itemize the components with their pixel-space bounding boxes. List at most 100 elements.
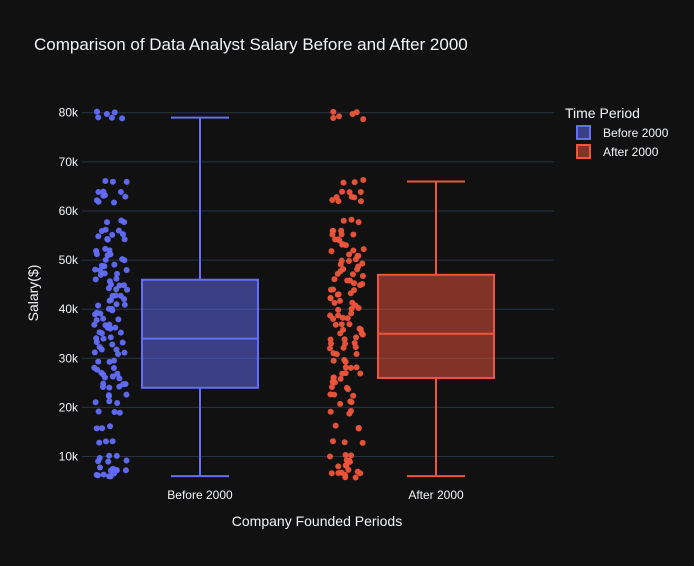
y-tick-label: 20k [59,400,79,414]
data-point [123,391,130,398]
data-point [122,193,129,200]
data-point [337,400,344,407]
jitter-points [91,108,367,481]
x-tick-label: After 2000 [408,488,464,502]
data-point [344,315,351,322]
data-point [106,452,113,459]
data-point [341,336,348,343]
data-point [109,231,116,238]
data-point [111,261,118,268]
data-point [327,312,334,319]
data-point [348,305,355,312]
data-point [355,252,362,259]
data-point [327,336,334,343]
data-point [338,257,345,264]
data-point [335,291,342,298]
data-point [113,452,120,459]
data-point [109,341,116,348]
data-point [96,344,103,351]
data-point [348,452,355,459]
data-point [354,468,361,475]
data-point [328,470,335,477]
data-point [100,315,107,322]
data-point [341,356,348,363]
data-point [106,473,113,480]
data-point [103,111,110,118]
data-point [123,266,130,273]
data-point [95,188,102,195]
data-point [96,439,103,446]
data-point [330,438,337,445]
data-point [122,467,129,474]
data-point [104,252,111,259]
data-point [117,188,124,195]
data-point [340,179,347,186]
data-point [114,370,121,377]
data-point [360,246,367,253]
chart-title: Comparison of Data Analyst Salary Before… [34,35,468,54]
data-point [333,194,340,201]
data-point [351,194,358,201]
data-point [330,374,337,381]
data-point [123,178,130,185]
data-point [93,317,100,324]
data-point [330,115,337,122]
data-point [104,236,111,243]
data-point [347,408,354,415]
data-point [335,113,342,120]
data-point [116,375,123,382]
data-point [351,340,358,347]
boxes [141,116,495,478]
data-point [121,282,128,289]
data-point [340,217,347,224]
data-point [91,349,98,356]
data-point [100,380,107,387]
data-point [93,247,100,254]
data-point [95,408,102,415]
data-point [116,409,123,416]
data-point [115,227,122,234]
data-point [96,329,103,336]
data-point [102,438,109,445]
data-point [109,373,116,380]
data-point [121,301,128,308]
y-tick-label: 30k [59,351,79,365]
data-point [106,398,113,405]
data-point [335,463,342,470]
data-point [359,439,366,446]
data-point [106,278,113,285]
data-point [332,321,339,328]
data-point [357,370,364,377]
y-tick-label: 70k [59,155,79,169]
data-point [338,321,345,328]
data-point [340,326,347,333]
data-point [357,188,364,195]
data-point [350,247,357,254]
data-point [100,335,107,342]
data-point [118,217,125,224]
data-point [360,177,367,184]
data-point [339,241,346,248]
data-point [100,371,107,378]
data-point [335,306,342,313]
data-point [117,292,124,299]
data-point [331,391,338,398]
data-point [99,425,106,432]
data-point [353,350,360,357]
data-point [93,335,100,342]
data-point [336,237,343,244]
data-point [350,392,357,399]
data-point [332,379,339,386]
data-point [122,380,129,387]
legend-title: Time Period [565,105,640,121]
data-point [335,312,342,319]
data-point [95,233,102,240]
y-axis-title: Salary($) [25,265,41,322]
legend[interactable]: Time Period Before 2000 After 2000 [565,105,669,159]
data-point [330,108,337,115]
legend-label: After 2000 [603,145,659,159]
legend-swatch [576,144,591,159]
data-point [93,471,100,478]
data-point [327,294,334,301]
data-point [100,188,107,195]
